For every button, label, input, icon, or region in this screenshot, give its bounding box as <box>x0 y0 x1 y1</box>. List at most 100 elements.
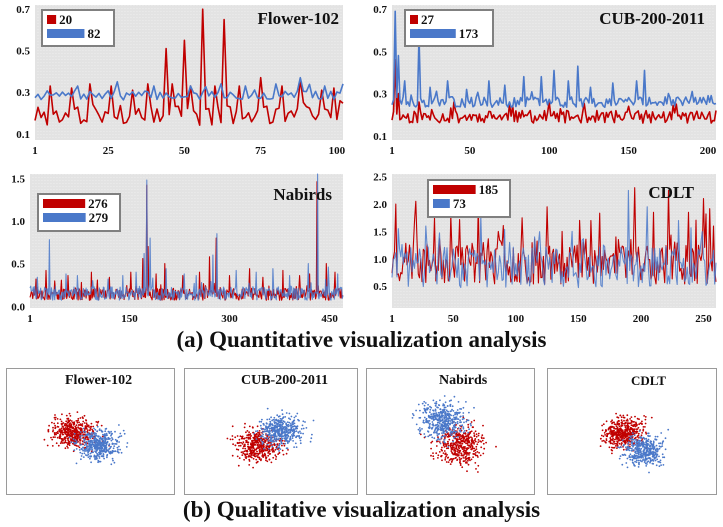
x-tick-label: 50 <box>179 145 191 155</box>
tsne-blue-point <box>281 432 283 435</box>
tsne-blue-point <box>73 432 76 435</box>
tsne-red-point <box>609 432 611 434</box>
tsne-blue-point <box>255 438 258 440</box>
tsne-blue-point <box>654 452 657 455</box>
tsne-blue-point <box>448 400 451 402</box>
tsne-blue-point <box>628 449 631 452</box>
tsne-red-point <box>68 412 71 415</box>
tsne-red-point <box>239 444 242 447</box>
tsne-blue-point <box>467 431 470 434</box>
tsne-blue-point <box>441 416 444 418</box>
tsne-blue-point <box>443 424 446 427</box>
tsne-blue-point <box>634 460 636 463</box>
tsne-red-point <box>609 437 612 439</box>
tsne-red-point <box>267 454 270 457</box>
tsne-red-point <box>249 455 252 458</box>
tsne-blue-point <box>111 449 114 452</box>
tsne-blue-point <box>443 438 446 441</box>
tsne-blue-point <box>291 423 294 426</box>
tsne-red-point <box>73 429 76 431</box>
tsne-blue-point <box>658 465 661 468</box>
tsne-blue-point <box>289 435 292 438</box>
tsne-red-point <box>83 422 86 424</box>
tsne-blue-point <box>437 428 440 431</box>
tsne-blue-point <box>95 434 98 437</box>
tsne-red-point <box>461 466 464 469</box>
tsne-blue-point <box>641 460 643 463</box>
tsne-blue-point <box>101 430 103 433</box>
tsne-red-point <box>419 433 422 436</box>
tsne-red-point <box>612 443 614 445</box>
tsne-blue-point <box>640 447 643 450</box>
tsne-blue-point <box>106 440 109 443</box>
tsne-red-point <box>74 425 77 428</box>
tsne-red-point <box>255 433 258 435</box>
tsne-blue-point <box>459 428 462 431</box>
tsne-blue-point <box>289 418 292 421</box>
tsne-blue-point <box>114 430 116 433</box>
tsne-blue-point <box>260 420 263 423</box>
tsne-blue-point <box>112 459 114 462</box>
tsne-red-point <box>265 445 268 447</box>
tsne-red-point <box>451 451 453 454</box>
tsne-blue-point <box>633 456 636 459</box>
tsne-blue-point <box>664 448 667 451</box>
tsne-red-point <box>243 426 246 429</box>
tsne-blue-point <box>454 426 457 429</box>
tsne-red-point <box>463 453 465 456</box>
tsne-red-point <box>641 422 643 425</box>
legend-value-blue: 173 <box>459 26 479 41</box>
tsne-red-point <box>231 454 234 457</box>
tsne-red-point <box>55 442 58 445</box>
tsne-blue-point <box>438 404 441 407</box>
tsne-red-point <box>269 452 272 455</box>
tsne-red-point <box>79 427 82 430</box>
tsne-red-point <box>467 436 470 438</box>
tsne-red-point <box>60 423 63 425</box>
tsne-red-point <box>82 443 84 446</box>
tsne-red-point <box>251 447 254 449</box>
tsne-red-point <box>473 419 476 422</box>
y-tick-label: 0.1 <box>373 131 387 143</box>
tsne-red-point <box>458 436 461 439</box>
tsne-blue-point <box>98 428 101 430</box>
tsne-blue-point <box>449 420 452 422</box>
tsne-blue-point <box>633 434 636 436</box>
tsne-red-point <box>468 445 470 447</box>
tsne-red-point <box>253 455 256 457</box>
tsne-blue-point <box>645 465 648 467</box>
cub-200-2011-line-chart: 0.10.30.50.71 50 100 150 200CUB-200-20112717… <box>373 4 717 155</box>
tsne-blue-point <box>452 440 454 443</box>
tsne-blue-point <box>273 440 275 443</box>
tsne-blue-point <box>91 448 93 451</box>
tsne-red-point <box>430 454 432 457</box>
tsne-blue-point <box>278 444 281 447</box>
tsne-blue-point <box>439 419 442 421</box>
tsne-blue-point <box>647 432 649 435</box>
tsne-blue-point <box>442 435 445 438</box>
tsne-blue-point <box>436 418 439 421</box>
tsne-red-point <box>276 444 279 446</box>
tsne-red-point <box>61 413 63 416</box>
tsne-blue-point <box>439 412 441 414</box>
tsne-red-point <box>609 441 612 444</box>
tsne-blue-point <box>261 435 264 438</box>
x-tick-label: 50 <box>464 145 476 155</box>
tsne-blue-point <box>105 427 108 430</box>
tsne-red-point <box>477 439 480 441</box>
tsne-blue-point <box>276 426 278 429</box>
tsne-blue-point <box>637 447 639 450</box>
tsne-blue-point <box>309 440 312 443</box>
tsne-red-point <box>464 435 467 438</box>
tsne-red-point <box>483 447 486 450</box>
tsne-blue-point <box>126 442 129 444</box>
flower-102-line-chart: 0.1 0.3 0.5 0.7 1 25 50 75 100 Flower-102 20 82 <box>16 4 345 155</box>
tsne-blue-point <box>628 456 631 459</box>
tsne-blue-point <box>125 446 128 448</box>
tsne-blue-point <box>450 422 452 424</box>
tsne-red-point <box>248 464 251 466</box>
tsne-blue-point <box>448 415 451 417</box>
tsne-blue-point <box>259 424 262 427</box>
tsne-blue-point <box>632 438 635 441</box>
tsne-blue-point <box>644 443 646 446</box>
